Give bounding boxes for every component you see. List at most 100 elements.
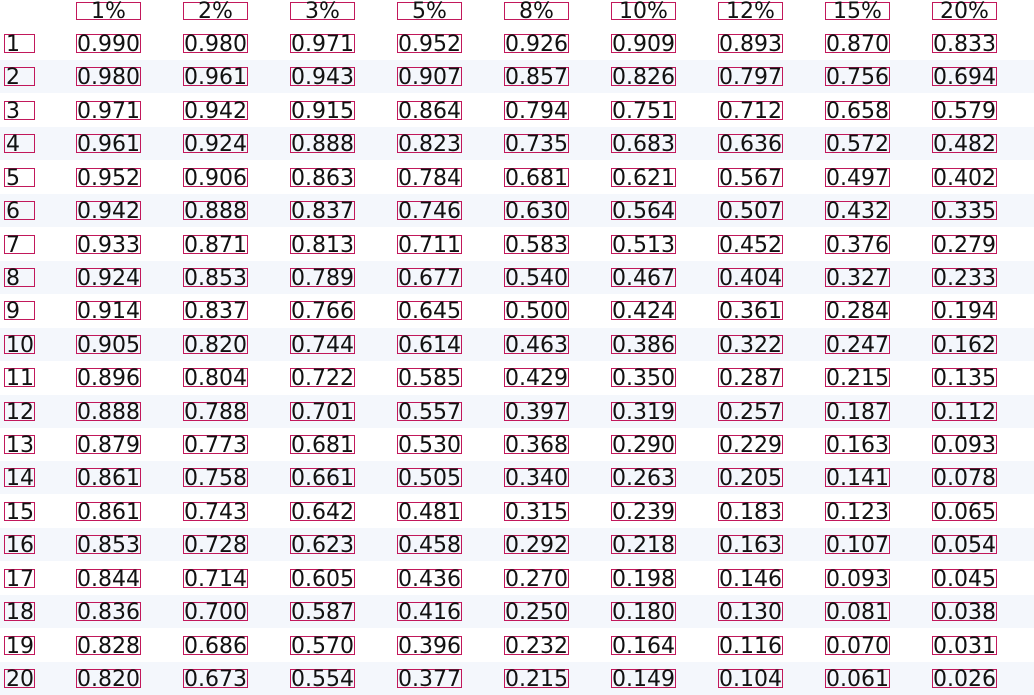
row-band [0, 60, 1034, 93]
table-cell: 0.788 [183, 400, 248, 425]
table-cell: 0.813 [290, 233, 355, 258]
table-cell: 0.386 [611, 333, 676, 358]
table-cell: 0.061 [825, 667, 890, 692]
table-cell: 0.888 [183, 199, 248, 224]
period-label: 9 [4, 301, 35, 323]
table-cell: 0.396 [397, 634, 462, 659]
table-cell: 0.820 [76, 667, 141, 692]
table-cell: 0.070 [825, 634, 890, 659]
table-cell: 0.826 [611, 65, 676, 90]
table-cell: 0.215 [825, 366, 890, 391]
table-cell: 0.038 [932, 600, 997, 625]
table-cell: 0.463 [504, 333, 569, 358]
table-cell: 0.340 [504, 466, 569, 491]
table-cell: 0.773 [183, 433, 248, 458]
table-cell: 0.621 [611, 166, 676, 191]
table-cell: 0.863 [290, 166, 355, 191]
table-cell: 0.377 [397, 667, 462, 692]
table-cell: 0.681 [504, 166, 569, 191]
table-cell: 0.952 [397, 32, 462, 57]
table-cell: 0.232 [504, 634, 569, 659]
table-cell: 0.924 [183, 132, 248, 157]
period-label: 18 [4, 600, 35, 625]
table-cell: 0.570 [290, 634, 355, 659]
table-cell: 0.661 [290, 466, 355, 491]
table-cell: 0.376 [825, 233, 890, 258]
table-cell: 0.758 [183, 466, 248, 491]
table-cell: 0.424 [611, 299, 676, 324]
table-cell: 0.279 [932, 233, 997, 258]
table-cell: 0.287 [718, 366, 783, 391]
table-cell: 0.789 [290, 266, 355, 291]
table-cell: 0.564 [611, 199, 676, 224]
table-cell: 0.183 [718, 500, 783, 525]
table-cell: 0.853 [76, 533, 141, 558]
table-cell: 0.554 [290, 667, 355, 692]
period-label: 10 [4, 333, 35, 358]
period-label: 1 [4, 34, 35, 56]
table-cell: 0.467 [611, 266, 676, 291]
row-band [0, 127, 1034, 160]
table-cell: 0.683 [611, 132, 676, 157]
table-cell: 0.837 [290, 199, 355, 224]
table-cell: 0.694 [932, 65, 997, 90]
table-cell: 0.587 [290, 600, 355, 625]
table-cell: 0.247 [825, 333, 890, 358]
table-cell: 0.907 [397, 65, 462, 90]
column-header: 2% [183, 1, 248, 23]
table-cell: 0.630 [504, 199, 569, 224]
table-cell: 0.673 [183, 667, 248, 692]
table-cell: 0.990 [76, 32, 141, 57]
table-cell: 0.645 [397, 299, 462, 324]
period-label: 7 [4, 235, 35, 257]
table-cell: 0.093 [932, 433, 997, 458]
table-cell: 0.853 [183, 266, 248, 291]
table-cell: 0.735 [504, 132, 569, 157]
table-cell: 0.135 [932, 366, 997, 391]
table-cell: 0.540 [504, 266, 569, 291]
table-cell: 0.844 [76, 567, 141, 592]
table-cell: 0.198 [611, 567, 676, 592]
table-cell: 0.263 [611, 466, 676, 491]
table-cell: 0.942 [76, 199, 141, 224]
table-cell: 0.402 [932, 166, 997, 191]
column-header: 1% [76, 1, 141, 23]
table-cell: 0.905 [76, 333, 141, 358]
period-label: 5 [4, 168, 35, 190]
row-band [0, 328, 1034, 361]
table-cell: 0.871 [183, 233, 248, 258]
table-cell: 0.879 [76, 433, 141, 458]
table-cell: 0.857 [504, 65, 569, 90]
table-cell: 0.141 [825, 466, 890, 491]
table-cell: 0.116 [718, 634, 783, 659]
row-band [0, 261, 1034, 294]
table-cell: 0.416 [397, 600, 462, 625]
table-cell: 0.686 [183, 634, 248, 659]
table-cell: 0.751 [611, 99, 676, 124]
row-band [0, 194, 1034, 227]
column-header: 20% [932, 1, 997, 23]
table-cell: 0.327 [825, 266, 890, 291]
table-cell: 0.605 [290, 567, 355, 592]
column-header: 15% [825, 1, 890, 23]
table-cell: 0.215 [504, 667, 569, 692]
table-cell: 0.513 [611, 233, 676, 258]
table-cell: 0.823 [397, 132, 462, 157]
row-band [0, 595, 1034, 628]
table-cell: 0.322 [718, 333, 783, 358]
table-cell: 0.952 [76, 166, 141, 191]
table-cell: 0.744 [290, 333, 355, 358]
table-cell: 0.864 [397, 99, 462, 124]
table-cell: 0.335 [932, 199, 997, 224]
period-label: 16 [4, 533, 35, 558]
table-cell: 0.681 [290, 433, 355, 458]
table-cell: 0.888 [290, 132, 355, 157]
period-label: 8 [4, 268, 35, 290]
table-cell: 0.567 [718, 166, 783, 191]
table-cell: 0.432 [825, 199, 890, 224]
period-label: 17 [4, 567, 35, 592]
table-cell: 0.714 [183, 567, 248, 592]
table-cell: 0.093 [825, 567, 890, 592]
table-cell: 0.284 [825, 299, 890, 324]
